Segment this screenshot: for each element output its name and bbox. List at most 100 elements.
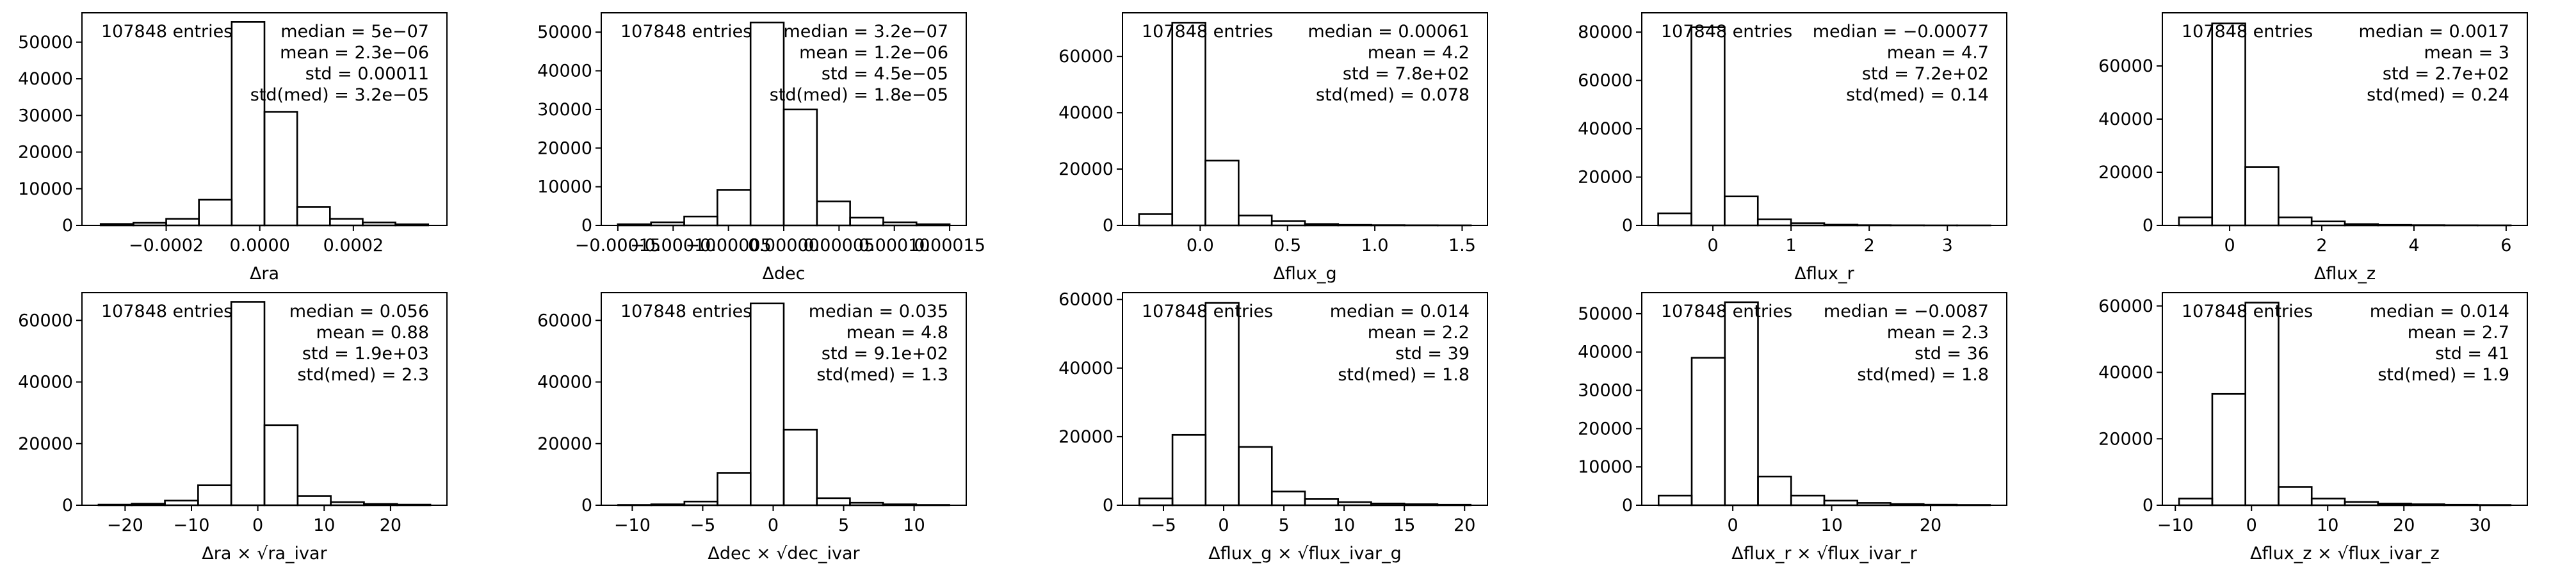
histogram-panel: 0 20000 40000 60000 0.0 0.5 1.0 1.5 Δflux_g 10784… [1058,12,1488,284]
histogram-bin [296,206,331,227]
stats-annotation: median = 0.056 [289,302,429,321]
histogram-bin [1756,218,1792,227]
y-tick-label: 50000 [537,22,592,42]
histogram-bin [2178,216,2214,227]
x-axis-label: Δdec × √dec_ivar [708,544,860,564]
stats-annotation: mean = 2.3e−06 [280,43,429,63]
histogram-bin [165,218,200,227]
entries-annotation: 107848 entries [2182,302,2313,321]
histogram-panel: 01000020000300004000050000−0.00015−0.000… [537,12,985,284]
histogram-bin [1724,301,1759,507]
y-tick-label: 0 [62,216,73,236]
x-tick-label: 20 [1454,515,1475,535]
x-tick-label: 1.0 [1361,236,1389,256]
y-tick-label: 60000 [1578,71,1633,91]
y-tick-label: 60000 [537,311,592,330]
histogram-bin [1657,494,1693,507]
histogram-bin [1238,215,1273,227]
y-tick-label: 0 [2143,496,2153,515]
x-tick-label: 0.00010 [859,236,930,256]
histogram-bin [749,302,785,507]
histogram-panel: 0 20000 40000 60000 −5 0 5 10 15 20 Δflux_g × √flu… [1058,290,1488,564]
stats-annotation: mean = 4.2 [1368,43,1470,63]
x-tick-label: −10 [2157,515,2194,535]
stats-annotation: median = 5e−07 [280,22,429,42]
x-tick-label: 20 [2393,515,2415,535]
histogram-bin [1690,26,1726,227]
y-tick-label: 20000 [1058,159,1114,179]
y-tick-label: 40000 [537,373,592,393]
y-tick-label: 60000 [2098,296,2153,316]
entries-annotation: 107848 entries [1661,22,1792,42]
stats-annotation: std(med) = 2.3 [297,365,429,385]
x-tick-label: 20 [380,515,401,535]
x-tick-label: 15 [1393,515,1415,535]
x-axis-label: Δflux_g × √flux_ivar_g [1208,544,1402,564]
x-axis-label: Δflux_g [1273,264,1336,284]
histogram-bin [2178,498,2214,507]
stats-annotation: std(med) = 1.8e−05 [770,85,948,105]
histogram-bin [683,215,718,227]
x-tick-label: 10 [313,515,335,535]
stats-annotation: std(med) = 1.9 [2378,365,2509,385]
entries-annotation: 107848 entries [2182,22,2313,42]
y-tick-label: 20000 [18,143,73,163]
stats-annotation: mean = 3 [2424,43,2509,63]
x-tick-label: 10 [1820,515,1842,535]
x-tick-label: 0.00005 [804,236,875,256]
histogram-bin [782,108,818,227]
histogram-panel: 0 20000 40000 60000 −20 −10 0 10 20 Δra × √ra_iva… [18,292,448,564]
x-axis-label: Δflux_z [2314,264,2376,284]
y-tick-label: 0 [581,496,592,515]
y-tick-label: 20000 [537,138,592,158]
stats-annotation: std = 9.1e+02 [822,344,948,364]
entries-annotation: 107848 entries [620,22,752,42]
x-tick-label: 0 [1707,236,1718,256]
y-tick-label: 40000 [1578,343,1633,362]
x-tick-label: −0.00005 [685,236,771,256]
y-tick-label: 40000 [1058,103,1114,123]
x-tick-label: −10 [614,515,651,535]
y-tick-label: 20000 [18,434,73,454]
stats-annotation: std = 7.8e+02 [1343,64,1470,84]
stats-annotation: std(med) = 1.3 [816,365,948,385]
histogram-bin [782,428,818,507]
histogram-panel: 0 20000 40000 60000 −10 −5 0 5 10 Δdec × √dec_iva… [537,292,967,564]
y-tick-label: 20000 [1058,427,1114,447]
y-tick-label: 40000 [18,373,73,393]
histogram-bin [1138,497,1174,507]
y-tick-label: 0 [1103,216,1114,236]
y-tick-label: 20000 [1578,168,1633,188]
x-axis-label: Δflux_r × √flux_ivar_r [1731,544,1917,564]
x-axis-label: Δra [250,264,279,284]
histogram-panel: 0 20000 40000 60000 0 2 4 6 Δflux_z 107848 entrie… [2098,12,2528,284]
x-axis-label: Δra × √ra_ivar [202,544,327,564]
histogram-bin [198,199,233,227]
histogram-panel: 0 10000 20000 30000 40000 50000 −0.0002 0.0000 0… [18,12,448,284]
histogram-bin [717,472,752,507]
x-tick-label: 0 [768,515,779,535]
histogram-bin [749,21,785,227]
histogram-bin [816,497,851,507]
stats-annotation: mean = 0.88 [316,323,429,343]
axes-frame [1122,292,1488,506]
stats-annotation: std(med) = 1.8 [1338,365,1470,385]
x-tick-label: 10 [903,515,925,535]
stats-annotation: median = 0.035 [809,302,948,321]
y-tick-label: 0 [581,216,592,236]
stats-annotation: median = 0.00061 [1308,22,1470,42]
stats-annotation: median = 0.014 [2370,302,2509,321]
histogram-bin [1823,499,1859,507]
x-tick-label: 0 [2224,236,2235,256]
axes-frame [81,292,448,506]
x-tick-label: −0.0002 [129,236,204,256]
stats-annotation: std = 1.9e+03 [302,344,429,364]
histogram-bin [2278,486,2313,507]
histogram-bin [1171,22,1206,227]
stats-annotation: std(med) = 0.078 [1316,85,1470,105]
x-tick-label: 1.5 [1448,236,1476,256]
stats-annotation: std = 36 [1915,344,1989,364]
histogram-bin [230,301,266,507]
axes-frame [2162,292,2528,506]
